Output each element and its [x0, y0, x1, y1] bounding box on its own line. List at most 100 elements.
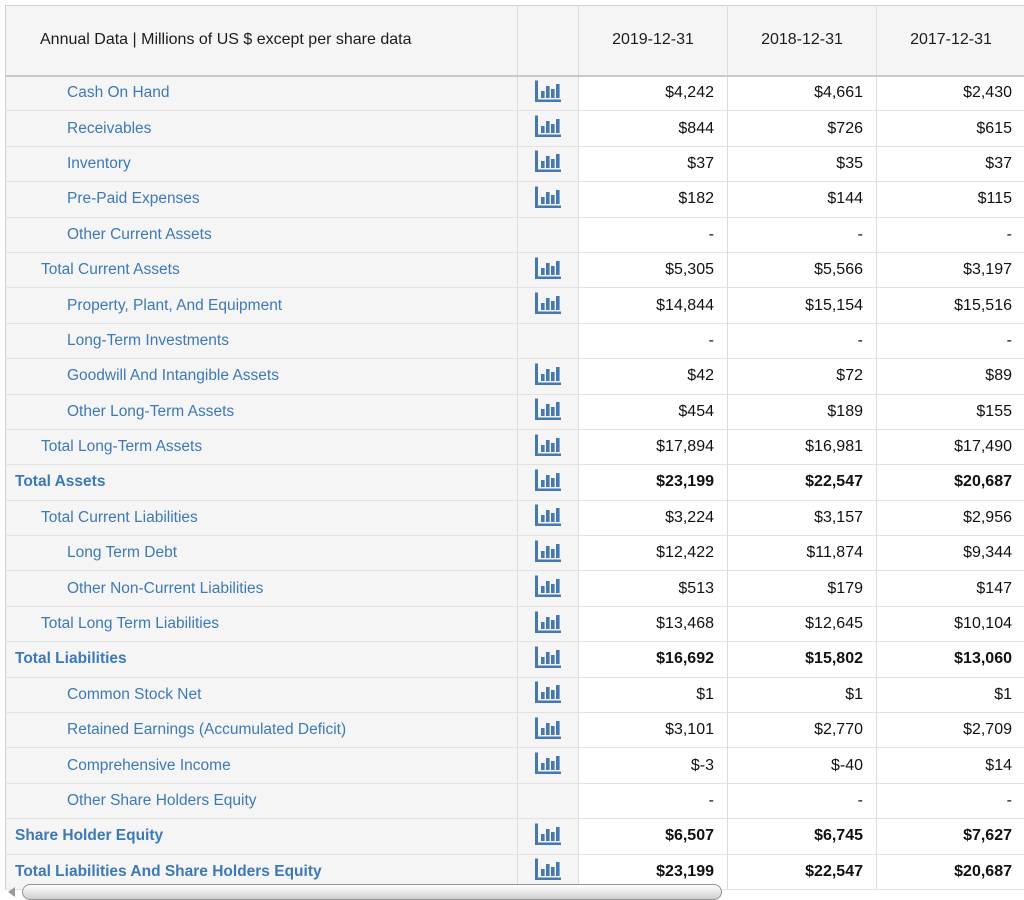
value-cell: $2,770: [728, 713, 877, 748]
row-label-link[interactable]: Retained Earnings (Accumulated Deficit): [6, 721, 346, 739]
row-label-link[interactable]: Total Long-Term Assets: [6, 438, 202, 456]
row-label-cell: Inventory: [6, 146, 518, 181]
row-label-link[interactable]: Receivables: [6, 120, 151, 138]
table-row: Long-Term Investments---: [6, 323, 1024, 358]
row-label-link[interactable]: Total Liabilities: [6, 650, 127, 668]
scroll-left-arrow-icon[interactable]: [8, 887, 15, 897]
row-label-link[interactable]: Total Long Term Liabilities: [6, 615, 219, 633]
value-cell: $14: [877, 748, 1024, 783]
row-label-link[interactable]: Total Assets: [6, 473, 105, 491]
value-cell: -: [579, 217, 728, 252]
chart-icon-cell: [518, 642, 579, 677]
row-label-link[interactable]: Pre-Paid Expenses: [6, 190, 200, 208]
value-cell: $13,468: [579, 606, 728, 641]
column-header-2019: 2019-12-31: [579, 6, 728, 76]
row-label-link[interactable]: Total Liabilities And Share Holders Equi…: [6, 863, 322, 881]
value-cell: $2,430: [877, 76, 1024, 111]
row-label-link[interactable]: Other Current Assets: [6, 226, 212, 244]
bar-chart-icon[interactable]: [535, 80, 561, 102]
table-row: Other Share Holders Equity---: [6, 783, 1024, 818]
bar-chart-icon[interactable]: [535, 752, 561, 774]
value-cell: -: [728, 217, 877, 252]
horizontal-scrollbar[interactable]: [0, 883, 1024, 893]
chart-icon-cell: [518, 288, 579, 323]
bar-chart-icon[interactable]: [535, 469, 561, 491]
table-header: Annual Data | Millions of US $ except pe…: [6, 6, 1024, 76]
bar-chart-icon[interactable]: [535, 434, 561, 456]
bar-chart-icon[interactable]: [535, 398, 561, 420]
value-cell: $2,709: [877, 713, 1024, 748]
row-label-link[interactable]: Goodwill And Intangible Assets: [6, 367, 279, 385]
bar-chart-icon[interactable]: [535, 823, 561, 845]
bar-chart-icon[interactable]: [535, 292, 561, 314]
table-row: Long Term Debt$12,422$11,874$9,344: [6, 536, 1024, 571]
table-row: Total Long Term Liabilities $13,468$12,64…: [6, 606, 1024, 641]
chart-icon-cell: [518, 606, 579, 641]
value-cell: -: [579, 323, 728, 358]
table-row: Total Current Liabilities$3,224$3,157$2,…: [6, 500, 1024, 535]
value-cell: $1: [728, 677, 877, 712]
value-cell: $155: [877, 394, 1024, 429]
value-cell: $5,305: [579, 252, 728, 287]
row-label-link[interactable]: Other Long-Term Assets: [6, 403, 234, 421]
value-cell: $115: [877, 182, 1024, 217]
row-label-link[interactable]: Inventory: [6, 155, 131, 173]
table-row: Common Stock Net$1$1$1: [6, 677, 1024, 712]
value-cell: $189: [728, 394, 877, 429]
row-label-cell: Total Current Assets: [6, 252, 518, 287]
bar-chart-icon[interactable]: [535, 150, 561, 172]
row-label-link[interactable]: Other Non-Current Liabilities: [6, 580, 263, 598]
value-cell: $14,844: [579, 288, 728, 323]
value-cell: $72: [728, 359, 877, 394]
value-cell: $37: [877, 146, 1024, 181]
row-label-link[interactable]: Long-Term Investments: [6, 332, 229, 350]
row-label-cell: Total Long-Term Assets: [6, 429, 518, 464]
row-label-link[interactable]: Total Current Liabilities: [6, 509, 198, 527]
value-cell: $20,687: [877, 465, 1024, 500]
bar-chart-icon[interactable]: [535, 611, 561, 633]
row-label-link[interactable]: Long Term Debt: [6, 544, 177, 562]
bar-chart-icon[interactable]: [535, 540, 561, 562]
value-cell: -: [728, 783, 877, 818]
bar-chart-icon[interactable]: [535, 363, 561, 385]
bar-chart-icon[interactable]: [535, 504, 561, 526]
value-cell: $454: [579, 394, 728, 429]
bar-chart-icon[interactable]: [535, 858, 561, 880]
bar-chart-icon[interactable]: [535, 257, 561, 279]
header-row: Annual Data | Millions of US $ except pe…: [6, 6, 1024, 76]
chart-icon-cell: [518, 500, 579, 535]
row-label-cell: Retained Earnings (Accumulated Deficit): [6, 713, 518, 748]
table-row: Comprehensive Income$-3$-40$14: [6, 748, 1024, 783]
value-cell: -: [877, 323, 1024, 358]
row-label-link[interactable]: Cash On Hand: [6, 84, 170, 102]
chart-icon-cell: [518, 111, 579, 146]
value-cell: -: [728, 323, 877, 358]
chart-icon-cell: [518, 429, 579, 464]
bar-chart-icon[interactable]: [535, 646, 561, 668]
bar-chart-icon[interactable]: [535, 681, 561, 703]
bar-chart-icon[interactable]: [535, 717, 561, 739]
row-label-link[interactable]: Share Holder Equity: [6, 827, 163, 845]
scrollbar-thumb[interactable]: [22, 884, 722, 900]
bar-chart-icon[interactable]: [535, 115, 561, 137]
row-label-link[interactable]: Total Current Assets: [6, 261, 180, 279]
row-label-link[interactable]: Comprehensive Income: [6, 757, 231, 775]
value-cell: $6,507: [579, 819, 728, 854]
value-cell: $144: [728, 182, 877, 217]
bar-chart-icon[interactable]: [535, 186, 561, 208]
value-cell: $12,645: [728, 606, 877, 641]
value-cell: $17,894: [579, 429, 728, 464]
row-label-link[interactable]: Common Stock Net: [6, 686, 201, 704]
row-label-cell: Receivables: [6, 111, 518, 146]
row-label-cell: Total Long Term Liabilities: [6, 606, 518, 641]
row-label-link[interactable]: Property, Plant, And Equipment: [6, 297, 282, 315]
value-cell: $10,104: [877, 606, 1024, 641]
table-row: Goodwill And Intangible Assets$42$72$89: [6, 359, 1024, 394]
table-row: Other Non-Current Liabilities$513$179$14…: [6, 571, 1024, 606]
row-label-link[interactable]: Other Share Holders Equity: [6, 792, 257, 810]
bar-chart-icon[interactable]: [535, 575, 561, 597]
value-cell: $1: [877, 677, 1024, 712]
value-cell: $15,802: [728, 642, 877, 677]
value-cell: $4,661: [728, 76, 877, 111]
